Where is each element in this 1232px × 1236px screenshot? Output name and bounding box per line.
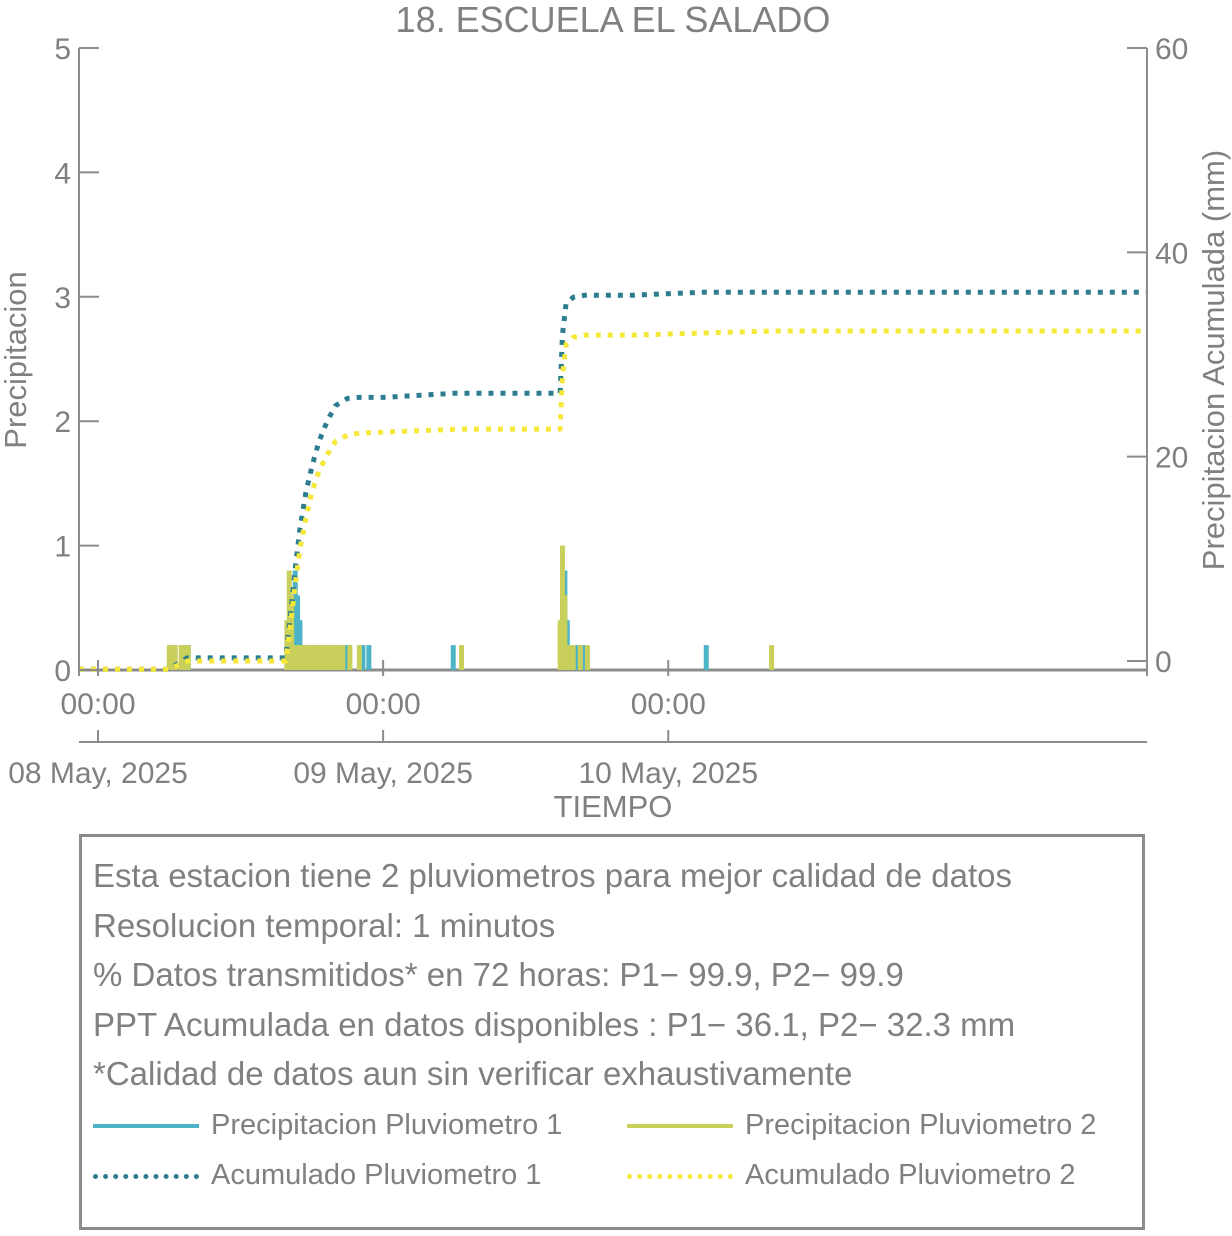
precip-bar (172, 645, 178, 670)
left-tick-label: 5 (54, 33, 71, 66)
note-line: *Calidad de datos aun sin verificar exha… (93, 1055, 853, 1092)
left-tick-label: 2 (54, 406, 71, 439)
precip-bar (296, 645, 302, 670)
precip-bar (328, 645, 334, 670)
x-tick-time-label: 00:00 (60, 688, 135, 721)
legend-label: Precipitacion Pluviometro 1 (211, 1109, 563, 1141)
precip-bar (321, 645, 327, 670)
axis-ticks: 0 1 2 3 4 5 0 20 40 60 00:00 08 May, 2025 00:00 09 Ma… (8, 33, 1188, 790)
x-tick-time-label: 00:00 (346, 688, 421, 721)
precip-bar (459, 645, 465, 670)
right-tick-label: 20 (1155, 442, 1188, 475)
precip-bar (562, 595, 568, 670)
x-tick-date-label: 08 May, 2025 (8, 757, 188, 790)
precip-bar (292, 645, 298, 670)
legend-swatch-solid (93, 1124, 199, 1128)
y-axis-label-right: Precipitacion Acumulada (mm) (1196, 150, 1231, 570)
right-tick-label: 0 (1155, 646, 1172, 679)
precip-bar (450, 645, 456, 670)
precip-bar (324, 645, 330, 670)
x-tick-date-label: 10 May, 2025 (578, 757, 758, 790)
legend-label: Acumulado Pluviometro 1 (211, 1159, 542, 1191)
precip-bar (584, 645, 590, 670)
precip-bar (314, 645, 320, 670)
precip-bar (306, 645, 312, 670)
right-tick-label: 40 (1155, 237, 1188, 270)
left-tick-label: 3 (54, 282, 71, 315)
precip-bar (565, 645, 571, 670)
info-box: Esta estacion tiene 2 pluviometros para … (79, 834, 1145, 1230)
precip-bar (303, 645, 309, 670)
legend-label: Acumulado Pluviometro 2 (745, 1159, 1076, 1191)
precip-bar (703, 645, 709, 670)
precip-bar (769, 645, 775, 670)
legend-swatch-dotted (93, 1174, 199, 1179)
legend-swatch-dotted (627, 1174, 733, 1179)
chart-title: 18. ESCUELA EL SALADO (396, 0, 831, 40)
precip-bar (317, 645, 323, 670)
precip-bar (310, 645, 316, 670)
series-1-bars (169, 570, 709, 670)
x-tick-date-label: 09 May, 2025 (293, 757, 473, 790)
precip-bar (169, 645, 175, 670)
note-line: Esta estacion tiene 2 pluviometros para … (93, 857, 1013, 894)
note-line: PPT Acumulada en datos disponibles : P1−… (93, 1006, 1016, 1043)
y-axis-label-left: Precipitacion (0, 271, 33, 448)
precip-bar (299, 645, 305, 670)
series-3-accumulated-line (79, 289, 1147, 672)
left-tick-label: 0 (54, 655, 71, 688)
legend-swatch-solid (627, 1124, 733, 1128)
precip-bar (178, 645, 184, 670)
x-tick-time-label: 00:00 (631, 688, 706, 721)
precip-bar (289, 595, 295, 670)
precip-bar (360, 645, 366, 670)
series-2-bars (166, 545, 775, 670)
left-tick-label: 4 (54, 157, 71, 190)
note-line: % Datos transmitidos* en 72 horas: P1− 9… (93, 956, 904, 993)
left-tick-label: 1 (54, 531, 71, 564)
precip-bar (340, 645, 346, 670)
plot-area (79, 289, 1147, 672)
precip-bar (577, 645, 583, 670)
series-4-accumulated-line (79, 328, 1147, 672)
x-axis-label: TIEMPO (554, 789, 673, 824)
chart: 18. ESCUELA EL SALADO 0 1 2 3 4 5 0 20 40 60 00:00… (0, 0, 1231, 824)
precip-bar (366, 645, 372, 670)
precip-bar (331, 645, 337, 670)
note-line: Resolucion temporal: 1 minutos (93, 907, 556, 944)
precip-bar (356, 645, 362, 670)
precip-bar (336, 645, 342, 670)
precip-bar (347, 645, 353, 670)
right-tick-label: 60 (1155, 33, 1188, 66)
precip-bar (570, 645, 576, 670)
legend-label: Precipitacion Pluviometro 2 (745, 1109, 1097, 1141)
